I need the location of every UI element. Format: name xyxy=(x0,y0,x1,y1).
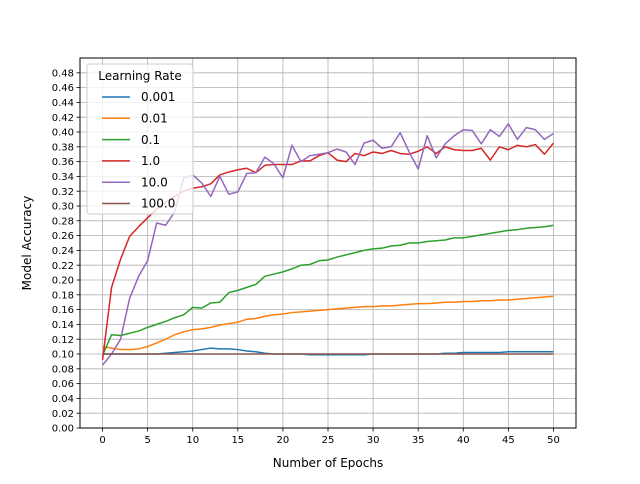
x-tick-label: 0 xyxy=(99,435,105,446)
x-tick-label: 50 xyxy=(547,435,560,446)
y-tick-label: 0.16 xyxy=(52,305,74,316)
x-tick-label: 35 xyxy=(412,435,425,446)
y-tick-label: 0.38 xyxy=(52,142,74,153)
x-axis-label: Number of Epochs xyxy=(273,456,383,470)
y-tick-label: 0.44 xyxy=(52,98,74,109)
y-tick-label: 0.14 xyxy=(52,320,74,331)
legend-label-0.001: 0.001 xyxy=(141,90,175,104)
x-tick-label: 30 xyxy=(367,435,380,446)
y-tick-label: 0.34 xyxy=(52,172,74,183)
y-tick-label: 0.10 xyxy=(52,350,74,361)
legend-label-100.0: 100.0 xyxy=(141,197,175,211)
y-tick-label: 0.46 xyxy=(52,83,74,94)
x-tick-label: 20 xyxy=(277,435,290,446)
legend-label-0.1: 0.1 xyxy=(141,133,160,147)
y-tick-label: 0.48 xyxy=(52,68,74,79)
legend-items: 0.001 0.01 0.1 1.0 10.0 100.0 xyxy=(102,90,175,211)
y-tick-label: 0.40 xyxy=(52,128,74,139)
y-tick-label: 0.30 xyxy=(52,202,74,213)
legend-box xyxy=(86,63,194,215)
y-axis-label: Model Accuracy xyxy=(20,196,34,291)
y-tick-label: 0.18 xyxy=(52,290,74,301)
legend-label-0.01: 0.01 xyxy=(141,112,168,126)
y-tick-label: 0.22 xyxy=(52,261,74,272)
series-line-0.1 xyxy=(101,224,554,356)
y-tick-label: 0.28 xyxy=(52,216,74,227)
y-tick-label: 0.04 xyxy=(52,394,74,405)
x-tick-label: 5 xyxy=(144,435,150,446)
x-tick-label: 25 xyxy=(322,435,335,446)
legend-title: Learning Rate xyxy=(98,69,181,83)
y-tick-label: 0.42 xyxy=(52,113,74,124)
x-tick-label: 40 xyxy=(457,435,470,446)
series-line-0.01 xyxy=(102,295,554,351)
y-tick-label: 0.26 xyxy=(52,231,74,242)
y-tick-label: 0.06 xyxy=(52,379,74,390)
y-tick-label: 0.08 xyxy=(52,364,74,375)
y-tick-label: 0.12 xyxy=(52,335,74,346)
y-tick-label: 0.00 xyxy=(52,424,74,435)
legend: Learning Rate 0.001 0.01 0.1 1.0 10.0 100.0 xyxy=(86,63,194,215)
y-tick-label: 0.24 xyxy=(52,246,74,257)
x-tick-label: 15 xyxy=(231,435,244,446)
y-tick-label: 0.32 xyxy=(52,187,74,198)
y-tick-label: 0.20 xyxy=(52,276,74,287)
legend-label-1.0: 1.0 xyxy=(141,154,160,168)
x-tick-label: 10 xyxy=(186,435,199,446)
x-tick-label: 45 xyxy=(502,435,515,446)
y-tick-label: 0.36 xyxy=(52,157,74,168)
y-tick-label: 0.02 xyxy=(52,409,74,420)
ticks: 0 5 10 15 20 25 30 35 40 45 50 0.00 0.02 0.04 0.06 0.08… xyxy=(52,68,560,446)
legend-label-10.0: 10.0 xyxy=(141,175,168,189)
